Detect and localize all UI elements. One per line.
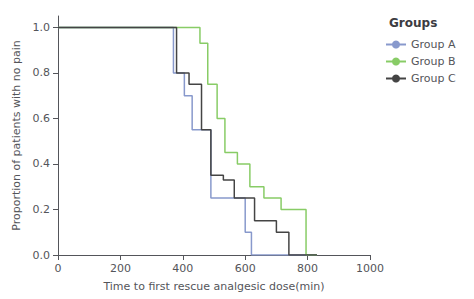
svg-text:1000: 1000 (356, 262, 384, 275)
svg-text:0.0: 0.0 (33, 249, 51, 262)
svg-text:Group C: Group C (411, 72, 456, 85)
svg-text:Proportion of patients with no: Proportion of patients with no pain (10, 40, 23, 231)
svg-text:Time to first rescue analgesic: Time to first rescue analgesic dose(min) (102, 280, 324, 293)
svg-text:1.0: 1.0 (33, 21, 51, 34)
svg-text:Groups: Groups (389, 16, 437, 30)
svg-text:400: 400 (172, 262, 193, 275)
svg-text:0.8: 0.8 (33, 66, 51, 79)
svg-text:Group B: Group B (411, 55, 456, 68)
svg-text:600: 600 (235, 262, 256, 275)
svg-text:0: 0 (55, 262, 62, 275)
svg-text:Group A: Group A (411, 38, 456, 51)
svg-text:0.2: 0.2 (33, 203, 51, 216)
svg-text:800: 800 (297, 262, 318, 275)
svg-text:0.6: 0.6 (33, 112, 51, 125)
svg-text:0.4: 0.4 (33, 157, 51, 170)
svg-text:200: 200 (110, 262, 131, 275)
